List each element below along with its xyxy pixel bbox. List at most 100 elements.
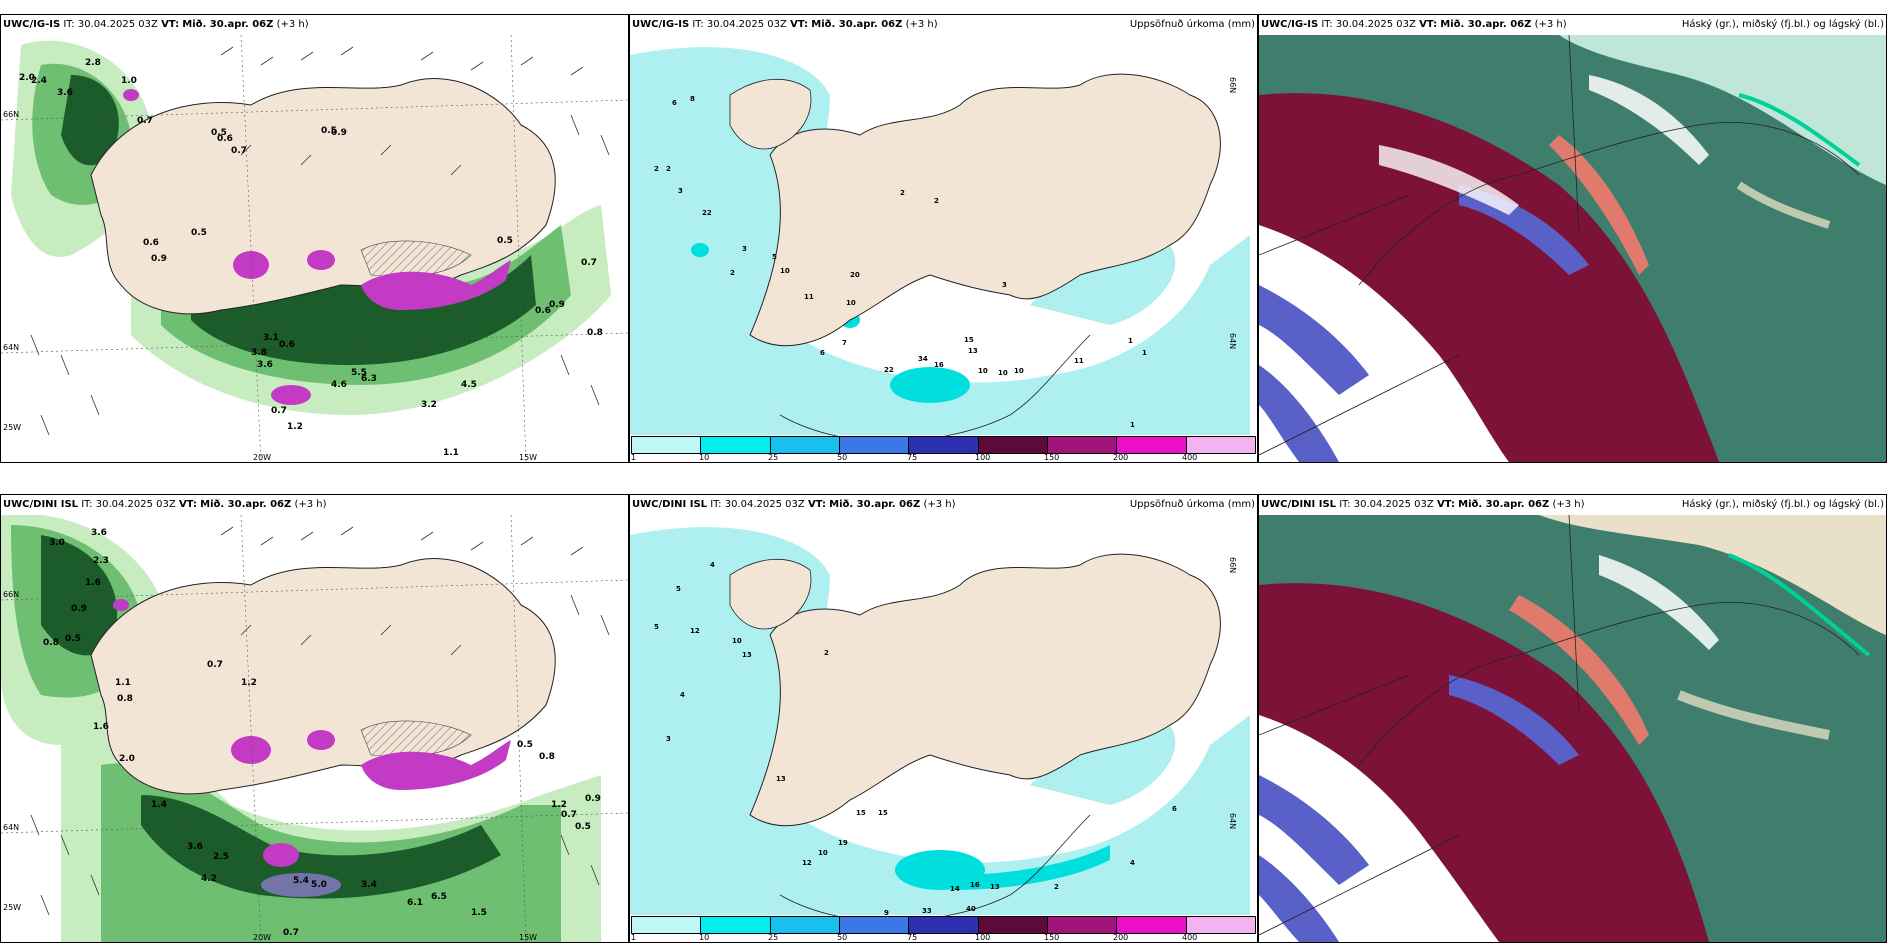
value-label: 6 (672, 99, 677, 107)
panel-precip-dini: UWC/DINI ISL IT: 30.04.2025 03Z VT: Mið.… (629, 494, 1258, 943)
grid-label: 64N (1228, 813, 1237, 829)
value-label: 2.3 (93, 556, 109, 566)
value-label: 1.4 (151, 800, 167, 810)
value-label: 0.5 (211, 128, 227, 138)
value-label: 11 (1074, 357, 1084, 365)
value-label: 2 (824, 649, 829, 657)
cloud-map (1259, 515, 1886, 942)
value-label: 2.4 (31, 76, 47, 86)
value-label: 34 (918, 355, 928, 363)
value-label: 10 (846, 299, 856, 307)
lead-time: (+3 h) (294, 499, 327, 510)
value-label: 3.8 (251, 348, 267, 358)
vt-value: Mið. 30.apr. 06Z (182, 19, 274, 30)
colorbar-tick: 150 (1044, 453, 1060, 462)
value-label: 5 (676, 585, 681, 593)
colorbar-segment (1186, 917, 1255, 933)
value-label: 0.9 (331, 128, 347, 138)
panel-header: UWC/DINI ISL IT: 30.04.2025 03Z VT: Mið.… (1259, 495, 1886, 515)
colorbar-tick: 50 (837, 933, 848, 942)
value-label: 2.0 (119, 754, 135, 764)
vt-value: Mið. 30.apr. 06Z (200, 499, 292, 510)
colorbar-tick: 75 (907, 453, 918, 462)
value-label: 10 (780, 267, 790, 275)
colorbar-tick: 400 (1182, 453, 1198, 462)
value-label: 8 (690, 95, 695, 103)
grid-label: 25W (3, 903, 21, 912)
colorbar-tick: 100 (975, 933, 991, 942)
value-label: 6 (1172, 805, 1177, 813)
value-label: 4.6 (331, 380, 347, 390)
model-name: UWC/IG-IS (632, 19, 690, 30)
panel-title: Uppsöfnuð úrkoma (mm) (1129, 499, 1255, 510)
colorbar-segment (632, 917, 702, 933)
colorbar-segment (978, 437, 1048, 453)
value-label: 1.2 (287, 422, 303, 432)
vt-label: VT: (807, 499, 826, 510)
wind-value-labels: 3.03.62.31.60.90.50.81.10.81.60.71.22.01… (43, 528, 601, 938)
vt-label: VT: (1436, 499, 1455, 510)
grid-label: 64N (3, 343, 19, 352)
value-label: 3.4 (361, 880, 377, 890)
value-label: 2 (900, 189, 905, 197)
value-label: 1.1 (443, 448, 459, 458)
value-label: 0.6 (143, 238, 159, 248)
value-label: 13 (968, 347, 978, 355)
wind-map-svg: 20W 15W 66N 64N 25W 3.0 3.6 2.3 1.6 0.9 0.5 0.… (1, 515, 628, 942)
panel-wind-igis: UWC/IG-IS IT: 30.04.2025 03Z VT: Mið. 30… (0, 14, 629, 463)
wind-map-svg: 20W 15W 66N 64N 25W 2.8 2.02.4 3.6 1.0 0.7 0.… (1, 35, 628, 462)
it-value: 30.04.2025 03Z (77, 19, 158, 30)
value-label: 4.2 (201, 874, 217, 884)
cloud-map-svg (1259, 35, 1886, 462)
it-label: IT: (63, 19, 75, 30)
panel-precip-igis: UWC/IG-IS IT: 30.04.2025 03Z VT: Mið. 30… (629, 14, 1258, 463)
vt-label: VT: (790, 19, 809, 30)
value-label: 13 (990, 883, 1000, 891)
value-label: 0.5 (321, 126, 337, 136)
value-label: 1.2 (241, 678, 257, 688)
wind-map: 20W 15W 66N 64N 25W 3.0 3.6 2.3 1.6 0.9 0.5 0.… (1, 515, 628, 942)
value-label: 15 (856, 809, 866, 817)
value-label: 10 (978, 367, 988, 375)
value-label: 6.1 (407, 898, 423, 908)
it-value: 30.04.2025 03Z (1353, 499, 1434, 510)
it-value: 30.04.2025 03Z (1335, 19, 1416, 30)
value-label: 0.9 (585, 794, 601, 804)
vt-value: Mið. 30.apr. 06Z (811, 19, 903, 30)
value-label: 13 (776, 775, 786, 783)
value-label: 3.2 (421, 400, 437, 410)
value-label: 5 (654, 623, 659, 631)
value-label: 10 (998, 369, 1008, 377)
colorbar-segment (909, 437, 979, 453)
value-label: 1.6 (85, 578, 101, 588)
grid-label: 15W (519, 453, 537, 462)
value-label: 2 (934, 197, 939, 205)
vt-value: Mið. 30.apr. 06Z (1440, 19, 1532, 30)
value-label: 1.5 (471, 908, 487, 918)
colorbar-segment (701, 437, 771, 453)
colorbar-segment (1186, 437, 1255, 453)
value-label: 0.6 (279, 340, 295, 350)
value-label: 6.3 (361, 374, 377, 384)
value-label: 6 (820, 349, 825, 357)
value-label: 2.0 (19, 73, 35, 83)
value-label: 3 (1002, 281, 1007, 289)
value-label: 4 (1130, 859, 1135, 867)
grid-label: 66N (3, 590, 19, 599)
wind-map: 20W 15W 66N 64N 25W 2.8 2.0 2.4 3.6 1.0 0.7 0.… (1, 35, 628, 462)
colorbar-tick: 25 (768, 453, 779, 462)
vt-label: VT: (178, 499, 197, 510)
model-name: UWC/DINI ISL (3, 499, 79, 510)
colorbar-tick: 400 (1182, 933, 1198, 942)
value-label: 1 (1142, 349, 1147, 357)
colorbar-tick: 50 (837, 453, 848, 462)
lead-time: (+3 h) (905, 19, 938, 30)
value-label: 2.5 (213, 852, 229, 862)
value-label: 11 (804, 293, 814, 301)
value-label: 16 (970, 881, 980, 889)
value-label: 1.6 (93, 722, 109, 732)
wind-value-labels: 2.82.02.43.61.00.70.50.60.50.90.70.50.60… (19, 58, 603, 458)
value-label: 10 (1014, 367, 1024, 375)
panel-clouds-dini: UWC/DINI ISL IT: 30.04.2025 03Z VT: Mið.… (1258, 494, 1887, 943)
model-name: UWC/DINI ISL (632, 499, 708, 510)
